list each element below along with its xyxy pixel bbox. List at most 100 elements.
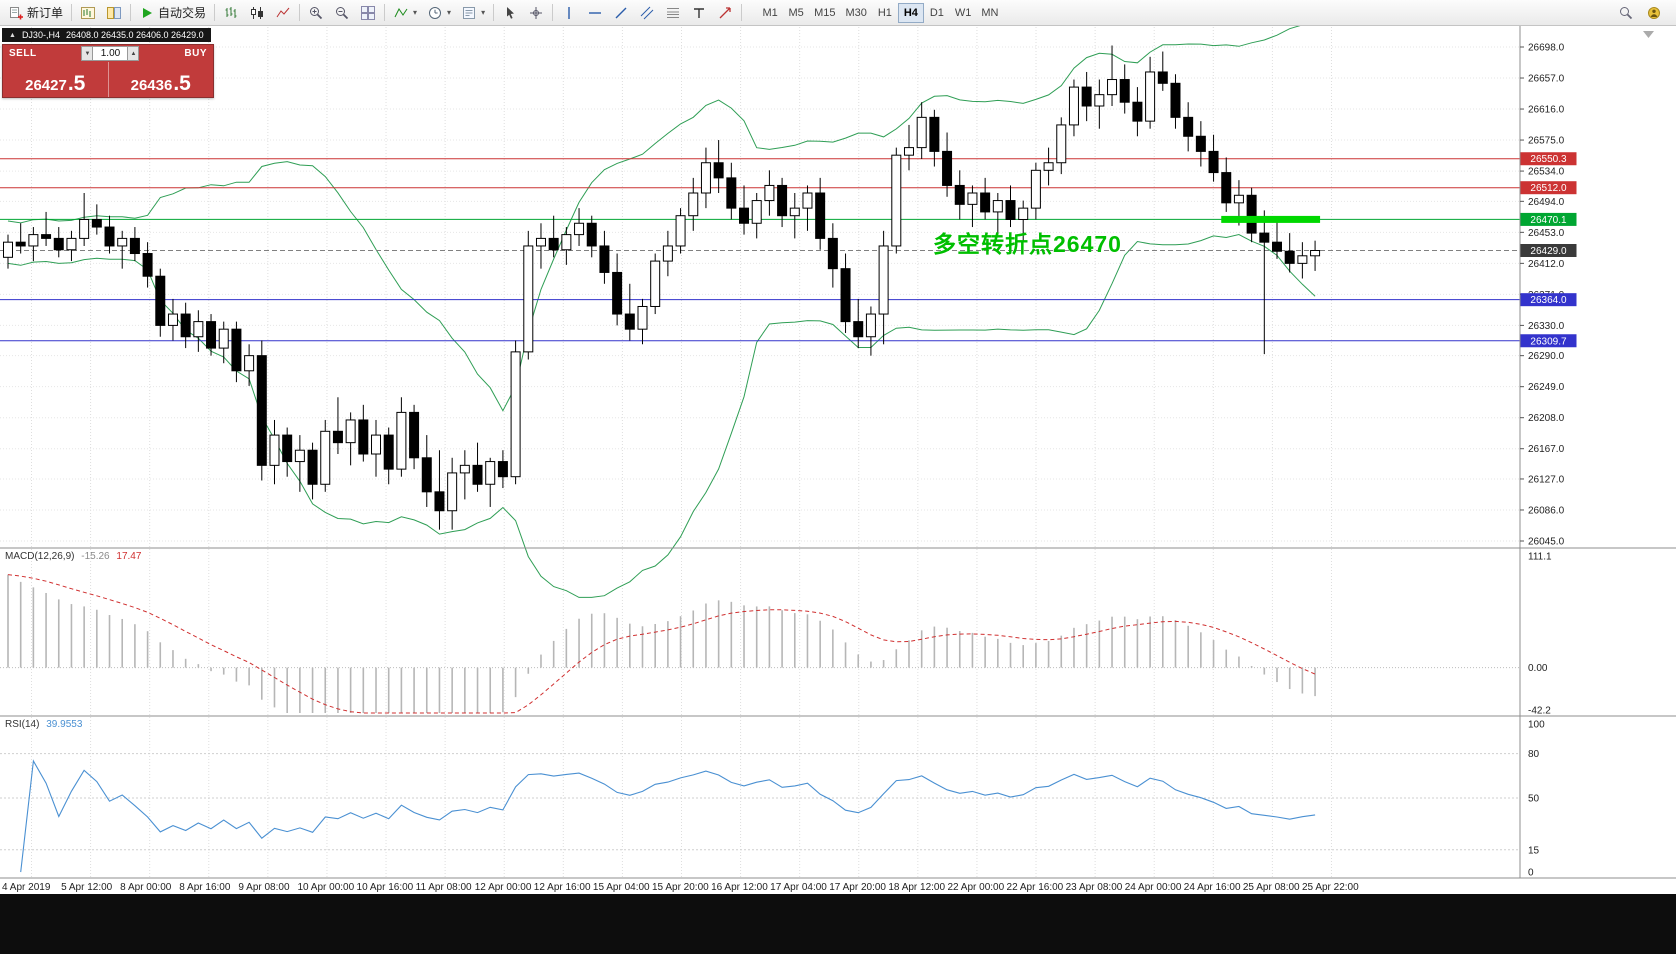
price-tick-label: 26534.0 [1528, 167, 1565, 178]
price-tick-label: 26249.0 [1528, 382, 1565, 393]
crosshair-button[interactable] [523, 2, 549, 24]
time-tick-label: 22 Apr 00:00 [947, 882, 1004, 893]
candlestick-button[interactable] [244, 2, 270, 24]
volume-input[interactable] [93, 46, 128, 61]
clock-icon [427, 5, 443, 21]
sell-price: 26427 [25, 77, 67, 94]
tile-windows-button[interactable] [355, 2, 381, 24]
horizontal-line-button[interactable] [582, 2, 608, 24]
pivot-highlight-segment[interactable] [1221, 215, 1321, 223]
profiles-button[interactable] [101, 2, 127, 24]
price-tick-label: 26045.0 [1528, 537, 1565, 548]
time-tick-label: 25 Apr 08:00 [1243, 882, 1300, 893]
chart-shift-marker[interactable] [1643, 31, 1654, 38]
time-tick-label: 24 Apr 16:00 [1184, 882, 1241, 893]
time-tick-label: 12 Apr 00:00 [475, 882, 532, 893]
cursor-icon [502, 5, 518, 21]
zoom-out-button[interactable] [329, 2, 355, 24]
arrows-button[interactable] [712, 2, 738, 24]
price-level-badge[interactable] [1520, 181, 1577, 195]
horizontal-line-icon [587, 5, 603, 21]
timeframe-w1[interactable]: W1 [950, 3, 977, 23]
charts-icon [80, 5, 96, 21]
vertical-line-button[interactable] [556, 2, 582, 24]
rsi-tick-label: 0 [1528, 868, 1534, 879]
volume-increase-button[interactable]: ▲ [127, 46, 140, 61]
price-tick-label: 26127.0 [1528, 474, 1565, 485]
rsi-value: 39.9553 [46, 719, 83, 730]
periods-button[interactable]: ▾ [422, 2, 456, 24]
rsi-line [20, 759, 1316, 873]
chart-window-title[interactable]: ▲ DJ30-,H4 26408.0 26435.0 26406.0 26429… [2, 28, 211, 42]
timeframe-m30[interactable]: M30 [840, 3, 871, 23]
candles-layer [3, 45, 1321, 530]
bar-chart-button[interactable] [218, 2, 244, 24]
zoom-in-button[interactable] [303, 2, 329, 24]
new-order-icon [8, 5, 24, 21]
indicators-icon [393, 5, 409, 21]
timeframe-h1[interactable]: H1 [872, 3, 898, 23]
pivot-annotation: 多空转折点26470 [933, 231, 1122, 257]
sell-label: SELL [9, 48, 37, 59]
toolbar-separator [71, 4, 73, 21]
price-level-badge[interactable] [1520, 244, 1577, 258]
main-toolbar: 新订单 自动交易 ▾ ▾ ▾ M1 M5 M15 M30 H1 H4 D1 W1 MN [0, 0, 1676, 26]
toolbar-separator [214, 4, 216, 21]
bollinger-lower-band [7, 233, 1316, 598]
candlestick-icon [249, 5, 265, 21]
time-tick-label: 9 Apr 08:00 [238, 882, 290, 893]
price-tick-label: 26453.0 [1528, 228, 1565, 239]
bottom-bar [0, 894, 1676, 954]
toolbar-separator [299, 4, 301, 21]
volume-decrease-button[interactable]: ▼ [81, 46, 94, 61]
time-tick-label: 10 Apr 16:00 [357, 882, 414, 893]
price-level-badge[interactable] [1520, 293, 1577, 307]
macd-label: MACD(12,26,9) -15.26 17.47 [5, 551, 141, 562]
rsi-label: RSI(14) 39.9553 [5, 719, 82, 730]
community-button[interactable] [1641, 2, 1667, 24]
timeframe-m15[interactable]: M15 [809, 3, 840, 23]
svg-text:26550.3: 26550.3 [1530, 154, 1567, 165]
timeframe-m1[interactable]: M1 [757, 3, 783, 23]
price-level-badge[interactable] [1520, 212, 1577, 226]
collapse-arrow-icon: ▲ [9, 31, 16, 39]
search-icon [1618, 5, 1634, 21]
time-tick-label: 22 Apr 16:00 [1007, 882, 1064, 893]
bollinger-upper-band [7, 24, 1316, 412]
channel-button[interactable] [634, 2, 660, 24]
auto-trading-button[interactable]: 自动交易 [134, 2, 211, 24]
trendline-button[interactable] [608, 2, 634, 24]
one-click-trading-panel: SELL ▼ ▲ BUY 26427 .5 26436 .5 [2, 44, 214, 98]
svg-text:26429.0: 26429.0 [1530, 246, 1567, 257]
time-tick-label: 18 Apr 12:00 [888, 882, 945, 893]
fibonacci-icon [665, 5, 681, 21]
cursor-button[interactable] [497, 2, 523, 24]
time-tick-label: 8 Apr 00:00 [120, 882, 172, 893]
timeframe-h4[interactable]: H4 [897, 2, 924, 23]
text-button[interactable] [686, 2, 712, 24]
price-level-badge[interactable] [1520, 152, 1577, 166]
timeframe-group: M1 M5 M15 M30 H1 H4 D1 W1 MN [757, 2, 1003, 23]
time-tick-label: 5 Apr 12:00 [61, 882, 113, 893]
sell-price-frac: .5 [67, 72, 86, 96]
indicators-button[interactable]: ▾ [388, 2, 422, 24]
new-order-button[interactable]: 新订单 [3, 2, 68, 24]
fibonacci-button[interactable] [660, 2, 686, 24]
text-icon [691, 5, 707, 21]
price-level-badge[interactable] [1520, 334, 1577, 348]
line-chart-button[interactable] [270, 2, 296, 24]
sell-button[interactable]: 26427 .5 [3, 62, 108, 97]
symbol-label: DJ30-,H4 [21, 30, 60, 40]
time-tick-label: 23 Apr 08:00 [1066, 882, 1123, 893]
auto-trading-button-label: 自动交易 [158, 6, 207, 20]
buy-button[interactable]: 26436 .5 [107, 62, 214, 97]
time-tick-label: 12 Apr 16:00 [534, 882, 591, 893]
timeframe-d1[interactable]: D1 [924, 3, 950, 23]
templates-button[interactable]: ▾ [456, 2, 490, 24]
price-tick-label: 26167.0 [1528, 444, 1565, 455]
timeframe-mn[interactable]: MN [976, 3, 1003, 23]
charts-button[interactable] [75, 2, 101, 24]
search-button[interactable] [1613, 2, 1639, 24]
timeframe-m5[interactable]: M5 [783, 3, 809, 23]
